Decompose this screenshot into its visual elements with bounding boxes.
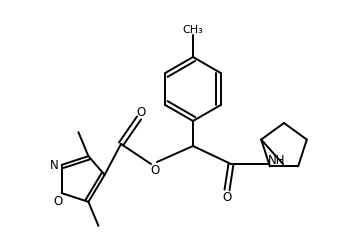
Text: NH: NH — [268, 153, 286, 166]
Text: CH₃: CH₃ — [183, 25, 203, 35]
Text: O: O — [222, 191, 232, 204]
Text: O: O — [53, 194, 62, 207]
Text: O: O — [136, 105, 146, 118]
Text: O: O — [150, 164, 160, 177]
Text: N: N — [50, 159, 59, 172]
